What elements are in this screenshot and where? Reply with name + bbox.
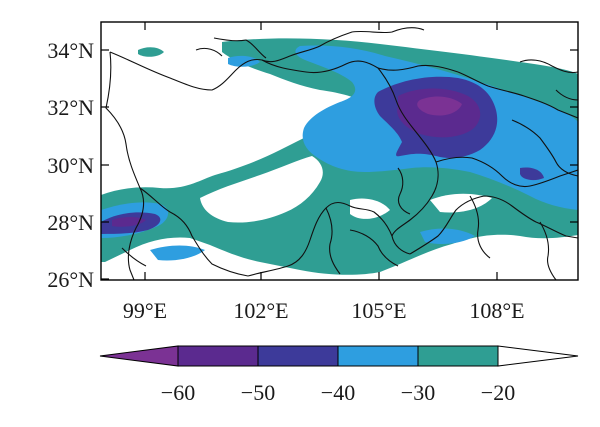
lat-label-28: 28°N bbox=[47, 210, 94, 235]
colorbar-label-60: −60 bbox=[161, 380, 195, 405]
colorbar-segment-below-60 bbox=[99, 345, 179, 367]
colorbar-segment-60-50 bbox=[177, 345, 259, 367]
lon-label-102: 102°E bbox=[233, 298, 288, 323]
lon-tick-labels: 99°E 102°E 105°E 108°E bbox=[123, 298, 525, 323]
colorbar-label-50: −50 bbox=[241, 380, 275, 405]
colorbar-label-40: −40 bbox=[321, 380, 355, 405]
colorbar-label-20: −20 bbox=[481, 380, 515, 405]
lat-tick-marks bbox=[101, 49, 578, 280]
lat-label-26: 26°N bbox=[47, 267, 94, 292]
colorbar-segment-40-30 bbox=[337, 345, 419, 367]
colorbar-segment-above-20 bbox=[497, 345, 579, 367]
colorbar: −60 −50 −40 −30 −20 bbox=[99, 345, 579, 405]
boundary-lines bbox=[105, 27, 578, 280]
colorbar-segment-50-40 bbox=[257, 345, 339, 367]
lon-label-105: 105°E bbox=[351, 298, 406, 323]
lat-label-30: 30°N bbox=[47, 153, 94, 178]
lon-label-108: 108°E bbox=[469, 298, 524, 323]
map-panel bbox=[101, 22, 578, 280]
lon-tick-marks bbox=[144, 22, 498, 280]
contour-core bbox=[417, 96, 462, 116]
lat-label-34: 34°N bbox=[47, 38, 94, 63]
lat-tick-labels: 34°N 32°N 30°N 28°N 26°N bbox=[47, 38, 94, 292]
lat-label-32: 32°N bbox=[47, 95, 94, 120]
colorbar-segment-30-20 bbox=[417, 345, 499, 367]
map-frame bbox=[100, 21, 579, 281]
lon-label-99: 99°E bbox=[123, 298, 167, 323]
colorbar-label-30: −30 bbox=[401, 380, 435, 405]
